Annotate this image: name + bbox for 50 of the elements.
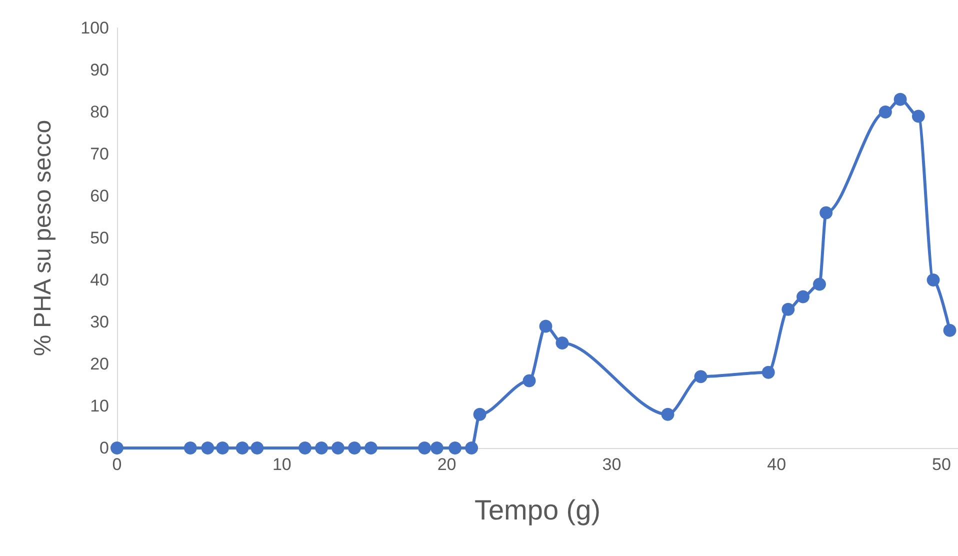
point: [448, 442, 462, 454]
y-tick-label: 10: [90, 396, 109, 416]
y-tick-label: 80: [90, 102, 109, 122]
x-axis-title: Tempo (g): [474, 494, 601, 526]
point: [926, 274, 940, 286]
point: [201, 442, 214, 454]
point: [782, 302, 795, 316]
point: [348, 442, 361, 454]
point: [216, 442, 230, 454]
point: [812, 278, 826, 291]
x-tick-label: 50: [932, 455, 951, 474]
point: [539, 320, 552, 333]
point: [473, 408, 486, 421]
point: [556, 336, 569, 350]
point: [894, 92, 907, 106]
y-tick-label: 40: [90, 270, 109, 290]
x-tick-label: 10: [272, 455, 292, 474]
x-tick-label: 30: [602, 455, 622, 474]
point: [418, 442, 432, 454]
point: [250, 442, 264, 454]
y-tick-label: 50: [90, 228, 109, 248]
x-tick-label: 0: [112, 455, 122, 474]
point: [298, 442, 312, 454]
point: [661, 408, 674, 421]
y-tick-label: 70: [90, 144, 109, 164]
point: [331, 442, 344, 454]
point: [796, 290, 810, 304]
x-tick-label: 20: [437, 455, 456, 474]
point: [236, 442, 249, 454]
y-axis-title: % PHA su peso secco: [30, 120, 56, 356]
point: [184, 442, 197, 454]
y-tick-label: 90: [90, 60, 109, 80]
point: [943, 324, 956, 337]
y-tick-label: 0: [100, 438, 109, 458]
point: [762, 366, 775, 379]
point: [878, 106, 892, 118]
y-tick-label: 20: [90, 354, 109, 374]
point: [110, 442, 124, 454]
point: [430, 442, 444, 454]
y-tick-label: 30: [90, 312, 109, 332]
y-tick-label: 100: [80, 18, 109, 38]
point: [465, 442, 478, 454]
point: [820, 206, 833, 220]
y-tick-label: 60: [90, 186, 109, 206]
point: [364, 442, 378, 454]
x-tick-label: 40: [767, 455, 786, 474]
point: [912, 110, 925, 123]
point: [522, 374, 536, 388]
point: [314, 442, 328, 454]
point: [694, 370, 708, 384]
